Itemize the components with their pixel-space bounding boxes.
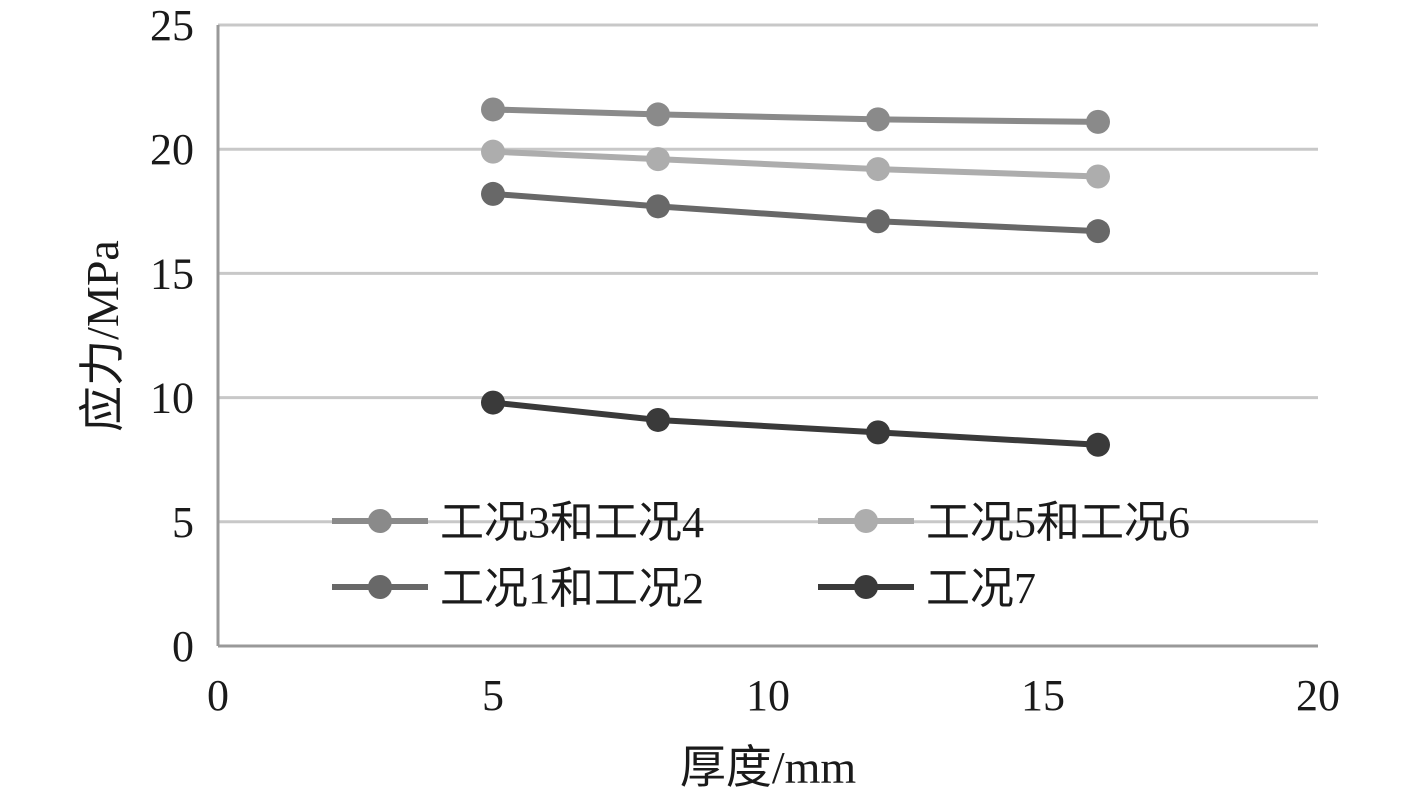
series-2 <box>481 181 1110 244</box>
legend-label-0: 工况3和工况4 <box>440 498 704 547</box>
series-1-point-3 <box>1086 164 1110 189</box>
legend-item-0: 工况3和工况4 <box>332 498 704 547</box>
legend-swatch-marker-0 <box>368 509 392 533</box>
legend-item-1: 工况5和工况6 <box>818 498 1190 547</box>
series-0-point-2 <box>866 107 890 132</box>
series-1-point-2 <box>866 157 890 182</box>
series-0-point-3 <box>1086 109 1110 134</box>
x-tick-label-3: 15 <box>1021 671 1065 720</box>
series-3-point-3 <box>1086 432 1110 457</box>
series-0 <box>481 97 1110 134</box>
legend-label-2: 工况1和工况2 <box>440 564 704 613</box>
y-axis-label: 应力/MPa <box>77 240 128 432</box>
series-2-line <box>492 190 1099 235</box>
series-3-line <box>492 399 1099 448</box>
series-layer <box>481 97 1110 457</box>
series-1-point-1 <box>646 147 670 172</box>
legend-item-3: 工况7 <box>818 564 1036 613</box>
legend-swatch-marker-1 <box>854 509 878 533</box>
series-1-line <box>492 148 1099 180</box>
legend-swatch-marker-3 <box>854 575 878 599</box>
y-tick-label-0: 0 <box>172 622 194 671</box>
x-tick-label-1: 5 <box>482 671 504 720</box>
series-2-point-3 <box>1086 219 1110 244</box>
x-tick-label-2: 10 <box>746 671 790 720</box>
x-tick-label-0: 0 <box>207 671 229 720</box>
x-tick-label-4: 20 <box>1296 671 1340 720</box>
series-3-point-1 <box>646 407 670 432</box>
legend-item-2: 工况1和工况2 <box>332 564 704 613</box>
x-tick-labels: 0 5 10 15 20 <box>207 671 1340 720</box>
legend-swatch-marker-2 <box>368 575 392 599</box>
series-2-point-1 <box>646 194 670 219</box>
y-tick-labels: 0 5 10 15 20 25 <box>150 1 194 671</box>
series-3-point-0 <box>481 390 505 415</box>
series-2-point-0 <box>481 181 505 206</box>
y-tick-label-2: 10 <box>150 374 194 423</box>
y-tick-label-3: 15 <box>150 249 194 298</box>
series-3 <box>481 390 1110 457</box>
series-1 <box>481 139 1110 189</box>
series-0-point-1 <box>646 102 670 127</box>
y-tick-label-5: 25 <box>150 1 194 50</box>
series-3-point-2 <box>866 420 890 445</box>
grid-lines <box>218 23 1318 524</box>
legend-label-3: 工况7 <box>926 564 1036 613</box>
series-0-point-0 <box>481 97 505 122</box>
y-tick-label-1: 5 <box>172 498 194 547</box>
series-2-point-2 <box>866 209 890 234</box>
x-axis-label: 厚度/mm <box>680 742 857 793</box>
y-tick-label-4: 20 <box>150 125 194 174</box>
legend: 工况3和工况4 工况5和工况6 工况1和工况2 工况7 <box>332 498 1190 613</box>
axes <box>216 25 1318 648</box>
legend-label-1: 工况5和工况6 <box>926 498 1190 547</box>
series-1-point-0 <box>481 139 505 164</box>
series-0-line <box>492 106 1099 125</box>
